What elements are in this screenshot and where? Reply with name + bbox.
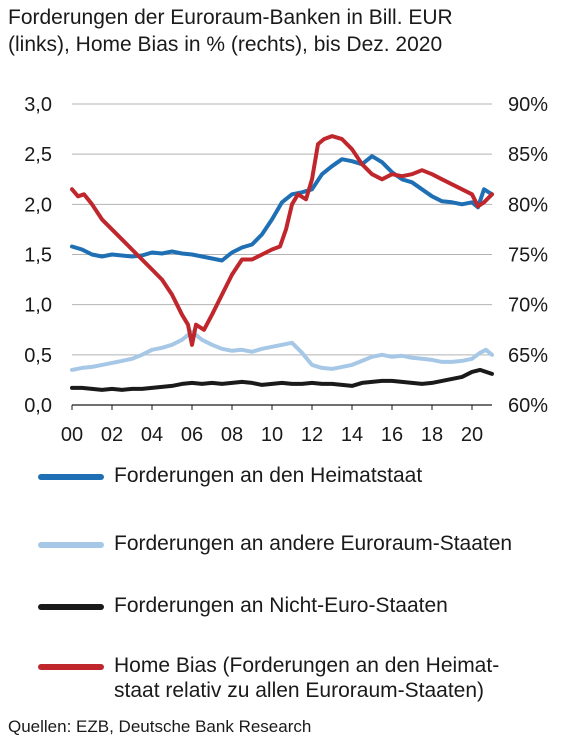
left-tick-label: 0,5 xyxy=(24,345,52,367)
x-tick-label: 00 xyxy=(61,424,83,446)
legend-label-bias: Home Bias (Forderungen an den Heimat- st… xyxy=(114,653,564,703)
legend-item-home: Forderungen an den Heimatstaat xyxy=(38,463,568,523)
right-tick-label: 85% xyxy=(508,144,548,166)
x-tick-label: 08 xyxy=(221,424,243,446)
series-line-noneuro xyxy=(70,367,494,392)
chart-title: Forderungen der Euroraum-Banken in Bill.… xyxy=(8,4,573,58)
legend-label-other: Forderungen an andere Euroraum-Staaten xyxy=(114,532,513,555)
legend-item-noneuro: Forderungen an Nicht-Euro-Staaten xyxy=(38,593,568,653)
right-tick-label: 90% xyxy=(508,94,548,116)
line-chart: 0,0 0,5 1,0 1,5 2,0 2,5 3,0 60% 65% 70% 75% 80% 85%… xyxy=(24,94,548,446)
right-tick-label: 60% xyxy=(508,395,548,417)
x-tick-label: 16 xyxy=(381,424,403,446)
left-tick-label: 3,0 xyxy=(24,94,52,116)
source-note: Quellen: EZB, Deutsche Bank Research xyxy=(8,717,312,736)
x-tick-label: 06 xyxy=(181,424,203,446)
chart-title-line-1: Forderungen der Euroraum-Banken in Bill.… xyxy=(8,6,453,29)
right-axis-tick-labels: 60% 65% 70% 75% 80% 85% 90% xyxy=(508,94,548,417)
right-tick-label: 65% xyxy=(508,345,548,367)
series-lines xyxy=(70,134,494,392)
x-tick-label: 10 xyxy=(261,424,283,446)
left-tick-label: 1,0 xyxy=(24,295,52,317)
x-tick-label: 02 xyxy=(101,424,123,446)
legend-item-bias: Home Bias (Forderungen an den Heimat- st… xyxy=(38,653,568,713)
legend-label-bias-line-2: staat relativ zu allen Euroraum-Staaten) xyxy=(114,679,485,702)
legend-label-home: Forderungen an den Heimatstaat xyxy=(114,464,423,487)
series-line-bias xyxy=(70,134,494,347)
legend-label-bias-line-1: Home Bias (Forderungen an den Heimat- xyxy=(114,654,500,677)
left-tick-label: 0,0 xyxy=(24,395,52,417)
legend-swatch-noneuro xyxy=(38,604,104,610)
x-tick-label: 04 xyxy=(141,424,163,446)
series-line-other xyxy=(70,329,494,372)
left-tick-label: 2,0 xyxy=(24,194,52,216)
legend-swatch-home xyxy=(38,474,104,480)
chart-title-line-2: (links), Home Bias in % (rechts), bis De… xyxy=(8,33,443,56)
x-tick-label: 18 xyxy=(421,424,443,446)
right-tick-label: 75% xyxy=(508,245,548,267)
x-tick-label: 14 xyxy=(341,424,363,446)
x-tick-label: 12 xyxy=(301,424,323,446)
left-axis-tick-labels: 0,0 0,5 1,0 1,5 2,0 2,5 3,0 xyxy=(24,94,52,417)
x-tick-label: 20 xyxy=(461,424,483,446)
left-tick-label: 1,5 xyxy=(24,245,52,267)
x-axis-tick-labels: 00 02 04 06 08 10 12 14 16 18 20 xyxy=(61,405,483,446)
legend-item-other: Forderungen an andere Euroraum-Staaten xyxy=(38,531,568,591)
right-tick-label: 80% xyxy=(508,194,548,216)
right-tick-label: 70% xyxy=(508,295,548,317)
series-line-home xyxy=(70,154,494,263)
legend-label-noneuro: Forderungen an Nicht-Euro-Staaten xyxy=(114,594,448,617)
left-tick-label: 2,5 xyxy=(24,144,52,166)
legend-swatch-bias xyxy=(38,664,104,670)
legend-swatch-other xyxy=(38,542,104,548)
